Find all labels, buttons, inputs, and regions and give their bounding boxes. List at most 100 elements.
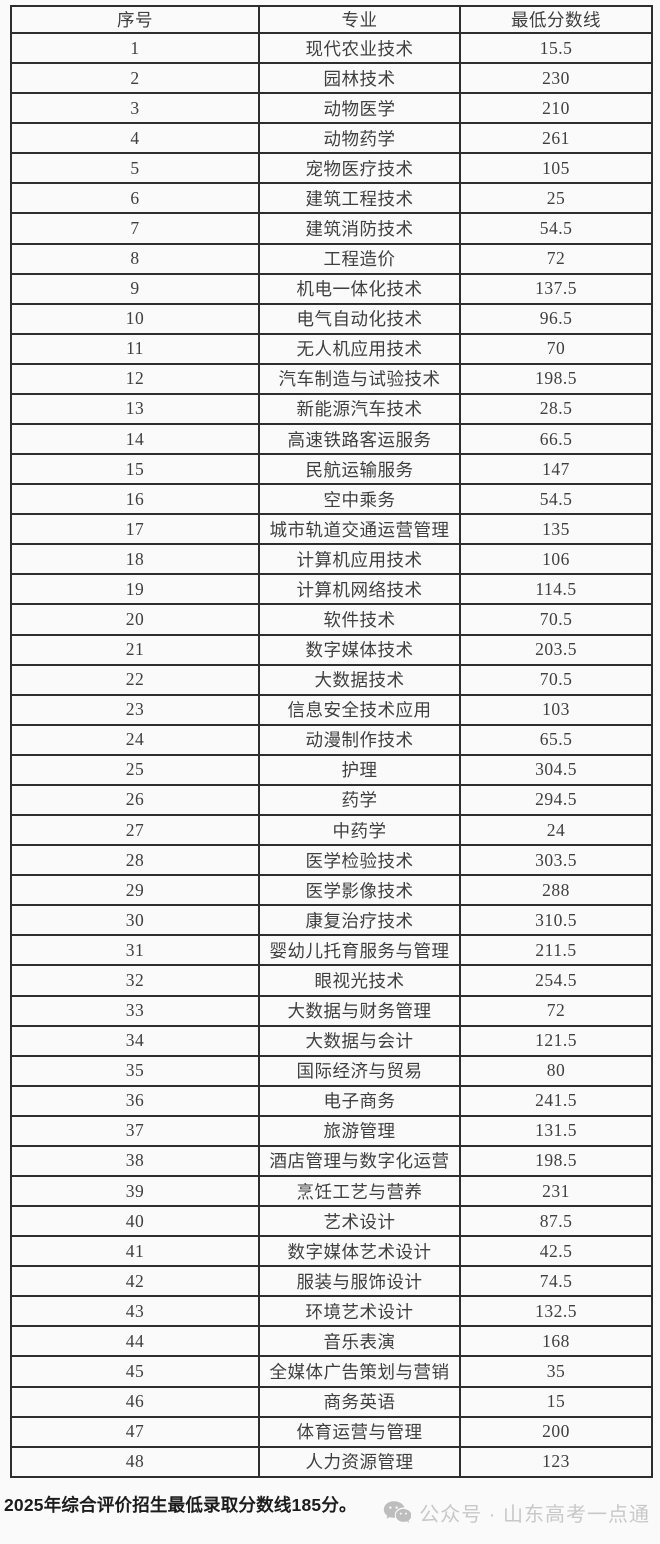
major-name: 建筑消防技术 (258, 212, 461, 245)
wechat-icon (384, 1500, 412, 1523)
row-number: 31 (10, 934, 260, 967)
min-score: 80 (459, 1054, 653, 1087)
major-name: 旅游管理 (258, 1114, 461, 1147)
table-row: 35 国际经济与贸易 80 (10, 1054, 653, 1087)
table-row: 19 计算机网络技术 114.5 (10, 573, 653, 606)
major-name: 软件技术 (258, 603, 461, 636)
table-row: 31 婴幼儿托育服务与管理 211.5 (10, 934, 653, 967)
min-score: 65.5 (459, 723, 653, 756)
row-number: 27 (10, 814, 260, 847)
min-score: 54.5 (459, 212, 653, 245)
major-name: 大数据与财务管理 (258, 994, 461, 1027)
major-name: 园林技术 (258, 62, 461, 95)
row-number: 16 (10, 483, 260, 516)
row-number: 21 (10, 633, 260, 666)
min-score: 135 (459, 513, 653, 546)
min-score: 200 (459, 1415, 653, 1448)
row-number: 13 (10, 392, 260, 426)
min-score: 123 (459, 1445, 653, 1479)
row-number: 23 (10, 693, 260, 726)
min-score: 74.5 (459, 1265, 653, 1298)
table-row: 15 民航运输服务 147 (10, 453, 653, 486)
min-score: 147 (459, 453, 653, 486)
row-number: 22 (10, 663, 260, 696)
table-row: 17 城市轨道交通运营管理 135 (10, 513, 653, 546)
min-score: 303.5 (459, 844, 653, 877)
row-number: 19 (10, 573, 260, 606)
row-number: 33 (10, 994, 260, 1027)
major-name: 艺术设计 (258, 1205, 461, 1238)
major-name: 音乐表演 (258, 1325, 461, 1358)
table-row: 26 药学 294.5 (10, 783, 653, 817)
row-number: 47 (10, 1415, 260, 1448)
min-score: 254.5 (459, 964, 653, 997)
major-name: 服装与服饰设计 (258, 1265, 461, 1298)
min-score: 87.5 (459, 1205, 653, 1238)
min-score: 211.5 (459, 934, 653, 967)
min-score: 106 (459, 543, 653, 576)
row-number: 36 (10, 1084, 260, 1117)
row-number: 30 (10, 904, 260, 937)
table-row: 4 动物药学 261 (10, 122, 653, 155)
min-score: 103 (459, 693, 653, 726)
major-name: 眼视光技术 (258, 964, 461, 997)
min-score: 28.5 (459, 392, 653, 426)
admission-score-table: 序号 专业 最低分数线 1 现代农业技术 15.5 2 园林技术 230 3 动物医学 210 4… (10, 5, 653, 1479)
min-score: 105 (459, 152, 653, 185)
major-name: 婴幼儿托育服务与管理 (258, 934, 461, 967)
table-row: 21 数字媒体技术 203.5 (10, 633, 653, 666)
table-row: 42 服装与服饰设计 74.5 (10, 1265, 653, 1298)
major-name: 康复治疗技术 (258, 904, 461, 937)
major-name: 空中乘务 (258, 483, 461, 516)
table-row: 22 大数据技术 70.5 (10, 663, 653, 696)
min-score: 24 (459, 814, 653, 847)
min-score: 304.5 (459, 753, 653, 786)
table-row: 1 现代农业技术 15.5 (10, 31, 653, 65)
table-row: 47 体育运营与管理 200 (10, 1415, 653, 1448)
row-number: 3 (10, 92, 260, 125)
major-name: 工程造价 (258, 242, 461, 275)
row-number: 7 (10, 212, 260, 245)
table-row: 24 动漫制作技术 65.5 (10, 723, 653, 756)
min-score: 132.5 (459, 1295, 653, 1328)
table-header-row: 序号 专业 最低分数线 (10, 5, 653, 34)
major-name: 电气自动化技术 (258, 302, 461, 335)
table-row: 44 音乐表演 168 (10, 1325, 653, 1358)
min-score: 231 (459, 1174, 653, 1208)
row-number: 15 (10, 453, 260, 486)
table-row: 39 烹饪工艺与营养 231 (10, 1174, 653, 1208)
min-score: 114.5 (459, 573, 653, 606)
major-name: 人力资源管理 (258, 1445, 461, 1479)
watermark: 公众号 · 山东高考一点通 (383, 1498, 650, 1527)
table-row: 33 大数据与财务管理 72 (10, 994, 653, 1027)
table-row: 37 旅游管理 131.5 (10, 1114, 653, 1147)
table-row: 27 中药学 24 (10, 814, 653, 847)
table-row: 5 宠物医疗技术 105 (10, 152, 653, 185)
table-row: 36 电子商务 241.5 (10, 1084, 653, 1117)
table-row: 20 软件技术 70.5 (10, 603, 653, 636)
footer-note: 2025年综合评价招生最低录取分数线185分。 (4, 1495, 357, 1515)
row-number: 43 (10, 1295, 260, 1328)
column-header-major: 专业 (258, 5, 461, 34)
major-name: 高速铁路客运服务 (258, 423, 461, 456)
min-score: 198.5 (459, 362, 653, 395)
table-row: 38 酒店管理与数字化运营 198.5 (10, 1144, 653, 1177)
row-number: 42 (10, 1265, 260, 1298)
min-score: 210 (459, 92, 653, 125)
min-score: 72 (459, 994, 653, 1027)
table-row: 43 环境艺术设计 132.5 (10, 1295, 653, 1328)
row-number: 14 (10, 423, 260, 456)
table-row: 11 无人机应用技术 70 (10, 332, 653, 365)
major-name: 民航运输服务 (258, 453, 461, 486)
major-name: 国际经济与贸易 (258, 1054, 461, 1087)
min-score: 15.5 (459, 31, 653, 65)
min-score: 70.5 (459, 663, 653, 696)
table-body: 1 现代农业技术 15.5 2 园林技术 230 3 动物医学 210 4 动物药学 261 5 宠物医疗… (10, 31, 653, 1479)
min-score: 261 (459, 122, 653, 155)
row-number: 34 (10, 1024, 260, 1057)
table-row: 45 全媒体广告策划与营销 35 (10, 1355, 653, 1388)
min-score: 96.5 (459, 302, 653, 335)
row-number: 26 (10, 783, 260, 817)
row-number: 46 (10, 1385, 260, 1418)
